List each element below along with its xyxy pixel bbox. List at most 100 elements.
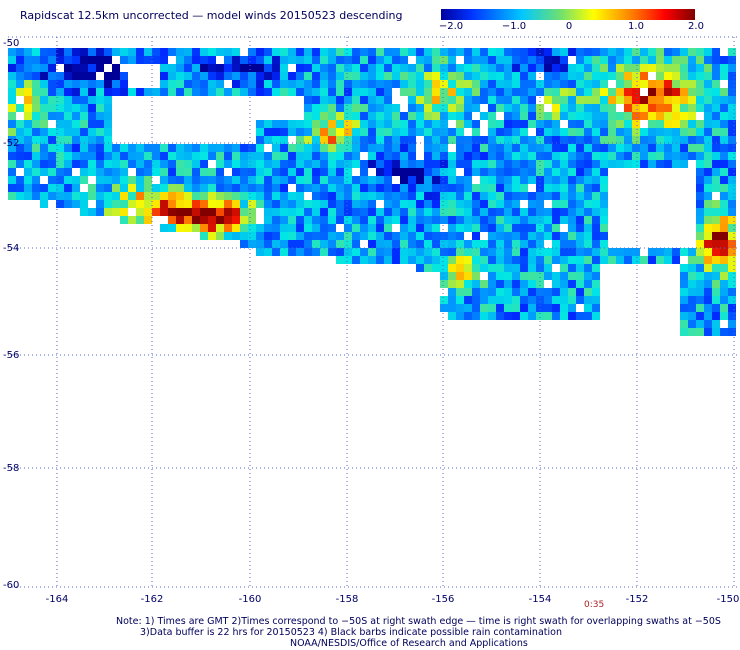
swath-cell <box>464 312 472 320</box>
swath-cell <box>232 208 240 216</box>
swath-cell <box>248 192 256 200</box>
swath-cell <box>96 184 104 192</box>
swath-cell <box>544 232 552 240</box>
swath-cell <box>240 240 248 248</box>
swath-cell <box>608 152 616 160</box>
swath-cell <box>704 144 712 152</box>
swath-cell <box>416 120 424 128</box>
swath-cell <box>728 240 736 248</box>
swath-cell <box>432 136 440 144</box>
swath-cell <box>320 192 328 200</box>
swath-cell <box>392 152 400 160</box>
swath-cell <box>376 224 384 232</box>
swath-cell <box>272 224 280 232</box>
swath-cell <box>592 280 600 288</box>
swath-cell <box>688 72 696 80</box>
swath-cell <box>368 144 376 152</box>
swath-cell <box>344 184 352 192</box>
swath-cell <box>256 64 264 72</box>
swath-cell <box>408 96 416 104</box>
swath-cell <box>112 208 120 216</box>
swath-cell <box>272 232 280 240</box>
swath-cell <box>520 56 528 64</box>
swath-cell <box>512 64 520 72</box>
swath-cell <box>504 224 512 232</box>
swath-cell <box>528 136 536 144</box>
swath-cell <box>200 88 208 96</box>
swath-cell <box>432 64 440 72</box>
swath-cell <box>376 128 384 136</box>
swath-cell <box>200 72 208 80</box>
swath-cell <box>520 216 528 224</box>
swath-cell <box>544 272 552 280</box>
swath-cell <box>520 264 528 272</box>
swath-cell <box>96 160 104 168</box>
swath-cell <box>432 200 440 208</box>
swath-cell <box>232 144 240 152</box>
swath-cell <box>112 48 120 56</box>
swath-cell <box>496 224 504 232</box>
swath-cell <box>344 232 352 240</box>
swath-cell <box>48 160 56 168</box>
swath-cell <box>552 112 560 120</box>
swath-cell <box>616 80 624 88</box>
swath-cell <box>496 128 504 136</box>
swath-cell <box>640 56 648 64</box>
swath-cell <box>32 136 40 144</box>
swath-cell <box>680 128 688 136</box>
swath-cell <box>472 136 480 144</box>
swath-cell <box>104 48 112 56</box>
swath-cell <box>328 200 336 208</box>
swath-cell <box>600 240 608 248</box>
swath-cell <box>424 152 432 160</box>
swath-cell <box>296 200 304 208</box>
swath-cell <box>600 232 608 240</box>
swath-cell <box>320 72 328 80</box>
swath-cell <box>392 64 400 72</box>
swath-cell <box>152 48 160 56</box>
swath-cell <box>408 104 416 112</box>
swath-cell <box>544 112 552 120</box>
swath-cell <box>528 168 536 176</box>
swath-cell <box>32 152 40 160</box>
swath-cell <box>336 216 344 224</box>
swath-cell <box>296 248 304 256</box>
swath-cell <box>24 160 32 168</box>
swath-cell <box>64 152 72 160</box>
swath-cell <box>472 64 480 72</box>
swath-cell <box>480 256 488 264</box>
swath-cell <box>480 240 488 248</box>
swath-cell <box>56 72 64 80</box>
swath-cell <box>240 176 248 184</box>
swath-cell <box>8 176 16 184</box>
swath-cell <box>32 144 40 152</box>
swath-cell <box>288 72 296 80</box>
swath-cell <box>424 208 432 216</box>
swath-cell <box>288 160 296 168</box>
swath-cell <box>528 96 536 104</box>
swath-cell <box>616 72 624 80</box>
swath-cell <box>696 128 704 136</box>
swath-cell <box>544 264 552 272</box>
swath-cell <box>432 152 440 160</box>
swath-cell <box>168 176 176 184</box>
swath-cell <box>360 56 368 64</box>
swath-cell <box>360 72 368 80</box>
swath-cell <box>504 48 512 56</box>
swath-cell <box>648 64 656 72</box>
swath-cell <box>424 248 432 256</box>
swath-cell <box>512 200 520 208</box>
swath-cell <box>536 256 544 264</box>
swath-cell <box>8 128 16 136</box>
swath-cell <box>512 80 520 88</box>
swath-cell <box>464 272 472 280</box>
swath-cell <box>672 248 680 256</box>
swath-cell <box>32 128 40 136</box>
swath-cell <box>368 120 376 128</box>
swath-cell <box>584 296 592 304</box>
swath-cell <box>272 208 280 216</box>
swath-cell <box>40 168 48 176</box>
swath-cell <box>424 96 432 104</box>
swath-cell <box>720 296 728 304</box>
swath-cell <box>248 56 256 64</box>
